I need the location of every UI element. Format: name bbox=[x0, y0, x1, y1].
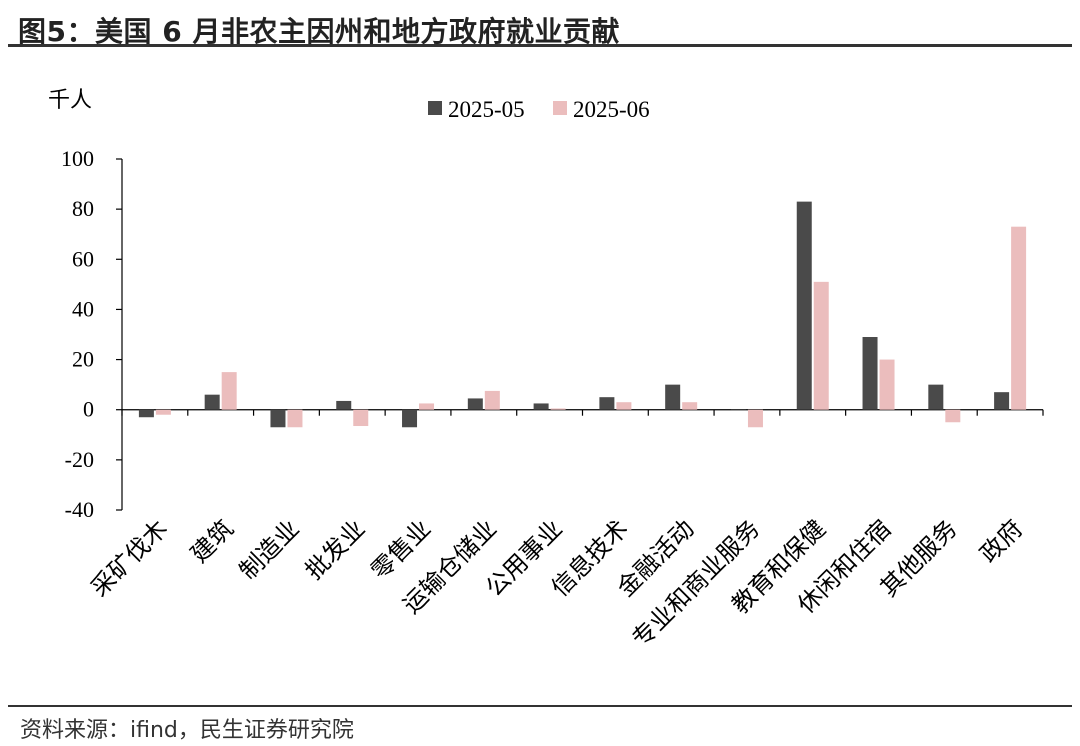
y-tick-label: 60 bbox=[72, 246, 94, 271]
bar-2025-05-9 bbox=[665, 384, 681, 410]
bar-2025-06-12 bbox=[879, 359, 895, 410]
bar-2025-06-9 bbox=[682, 402, 698, 410]
bar-2025-06-13 bbox=[945, 409, 961, 423]
bar-2025-06-8 bbox=[616, 402, 632, 410]
y-tick-label: 100 bbox=[61, 146, 94, 171]
x-category-label: 建筑 bbox=[185, 514, 239, 568]
legend-swatch bbox=[428, 101, 442, 115]
title-rule bbox=[8, 44, 1072, 47]
bar-2025-06-11 bbox=[813, 281, 829, 410]
chart-bars bbox=[138, 201, 1027, 428]
bar-2025-06-4 bbox=[353, 409, 369, 427]
bar-2025-06-3 bbox=[287, 409, 303, 428]
bar-2025-05-1 bbox=[138, 409, 154, 418]
bar-2025-05-8 bbox=[599, 397, 615, 410]
bar-2025-05-6 bbox=[467, 398, 483, 410]
bar-2025-05-4 bbox=[336, 400, 352, 410]
bar-2025-05-5 bbox=[402, 409, 418, 428]
bar-2025-05-2 bbox=[204, 394, 220, 410]
legend-swatch bbox=[553, 101, 567, 115]
legend-item-2025-06: 2025-06 bbox=[553, 97, 650, 122]
bar-2025-05-7 bbox=[533, 403, 549, 410]
bar-2025-06-2 bbox=[221, 372, 237, 410]
x-category-label: 制造业 bbox=[234, 514, 305, 585]
y-axis-label: 千人 bbox=[48, 88, 92, 113]
x-category-label: 政府 bbox=[975, 514, 1029, 568]
bar-2025-06-1 bbox=[155, 409, 171, 415]
x-category-label: 采矿伐木 bbox=[85, 514, 173, 602]
bar-2025-05-3 bbox=[270, 409, 286, 428]
figure-title: 图5：美国 6 月非农主因州和地方政府就业贡献 bbox=[18, 15, 620, 48]
y-tick-label: -20 bbox=[65, 447, 94, 472]
bar-2025-05-13 bbox=[928, 384, 944, 410]
legend-label: 2025-06 bbox=[573, 97, 650, 122]
x-category-label: 批发业 bbox=[300, 514, 371, 585]
y-tick-label: 40 bbox=[72, 296, 94, 321]
bar-2025-06-5 bbox=[419, 403, 435, 410]
chart-legend: 2025-05 2025-06 bbox=[428, 97, 650, 122]
bar-2025-06-14 bbox=[1011, 226, 1027, 410]
bar-2025-05-11 bbox=[796, 201, 812, 410]
bar-2025-05-10 bbox=[730, 409, 746, 411]
y-tick-label: 80 bbox=[72, 196, 94, 221]
bar-2025-06-6 bbox=[484, 390, 500, 410]
bar-2025-05-12 bbox=[862, 337, 878, 410]
chart-axes bbox=[116, 158, 1044, 511]
y-tick-label: -40 bbox=[65, 497, 94, 522]
bar-2025-06-10 bbox=[747, 409, 763, 428]
y-tick-label: 0 bbox=[83, 397, 94, 422]
legend-item-2025-05: 2025-05 bbox=[428, 97, 525, 122]
source-rule bbox=[8, 705, 1072, 707]
bar-2025-06-7 bbox=[550, 408, 566, 410]
source-note: 资料来源：ifind，民生证券研究院 bbox=[20, 718, 354, 743]
legend-label: 2025-05 bbox=[448, 97, 525, 122]
y-tick-label: 20 bbox=[72, 347, 94, 372]
bar-2025-05-14 bbox=[994, 392, 1010, 410]
